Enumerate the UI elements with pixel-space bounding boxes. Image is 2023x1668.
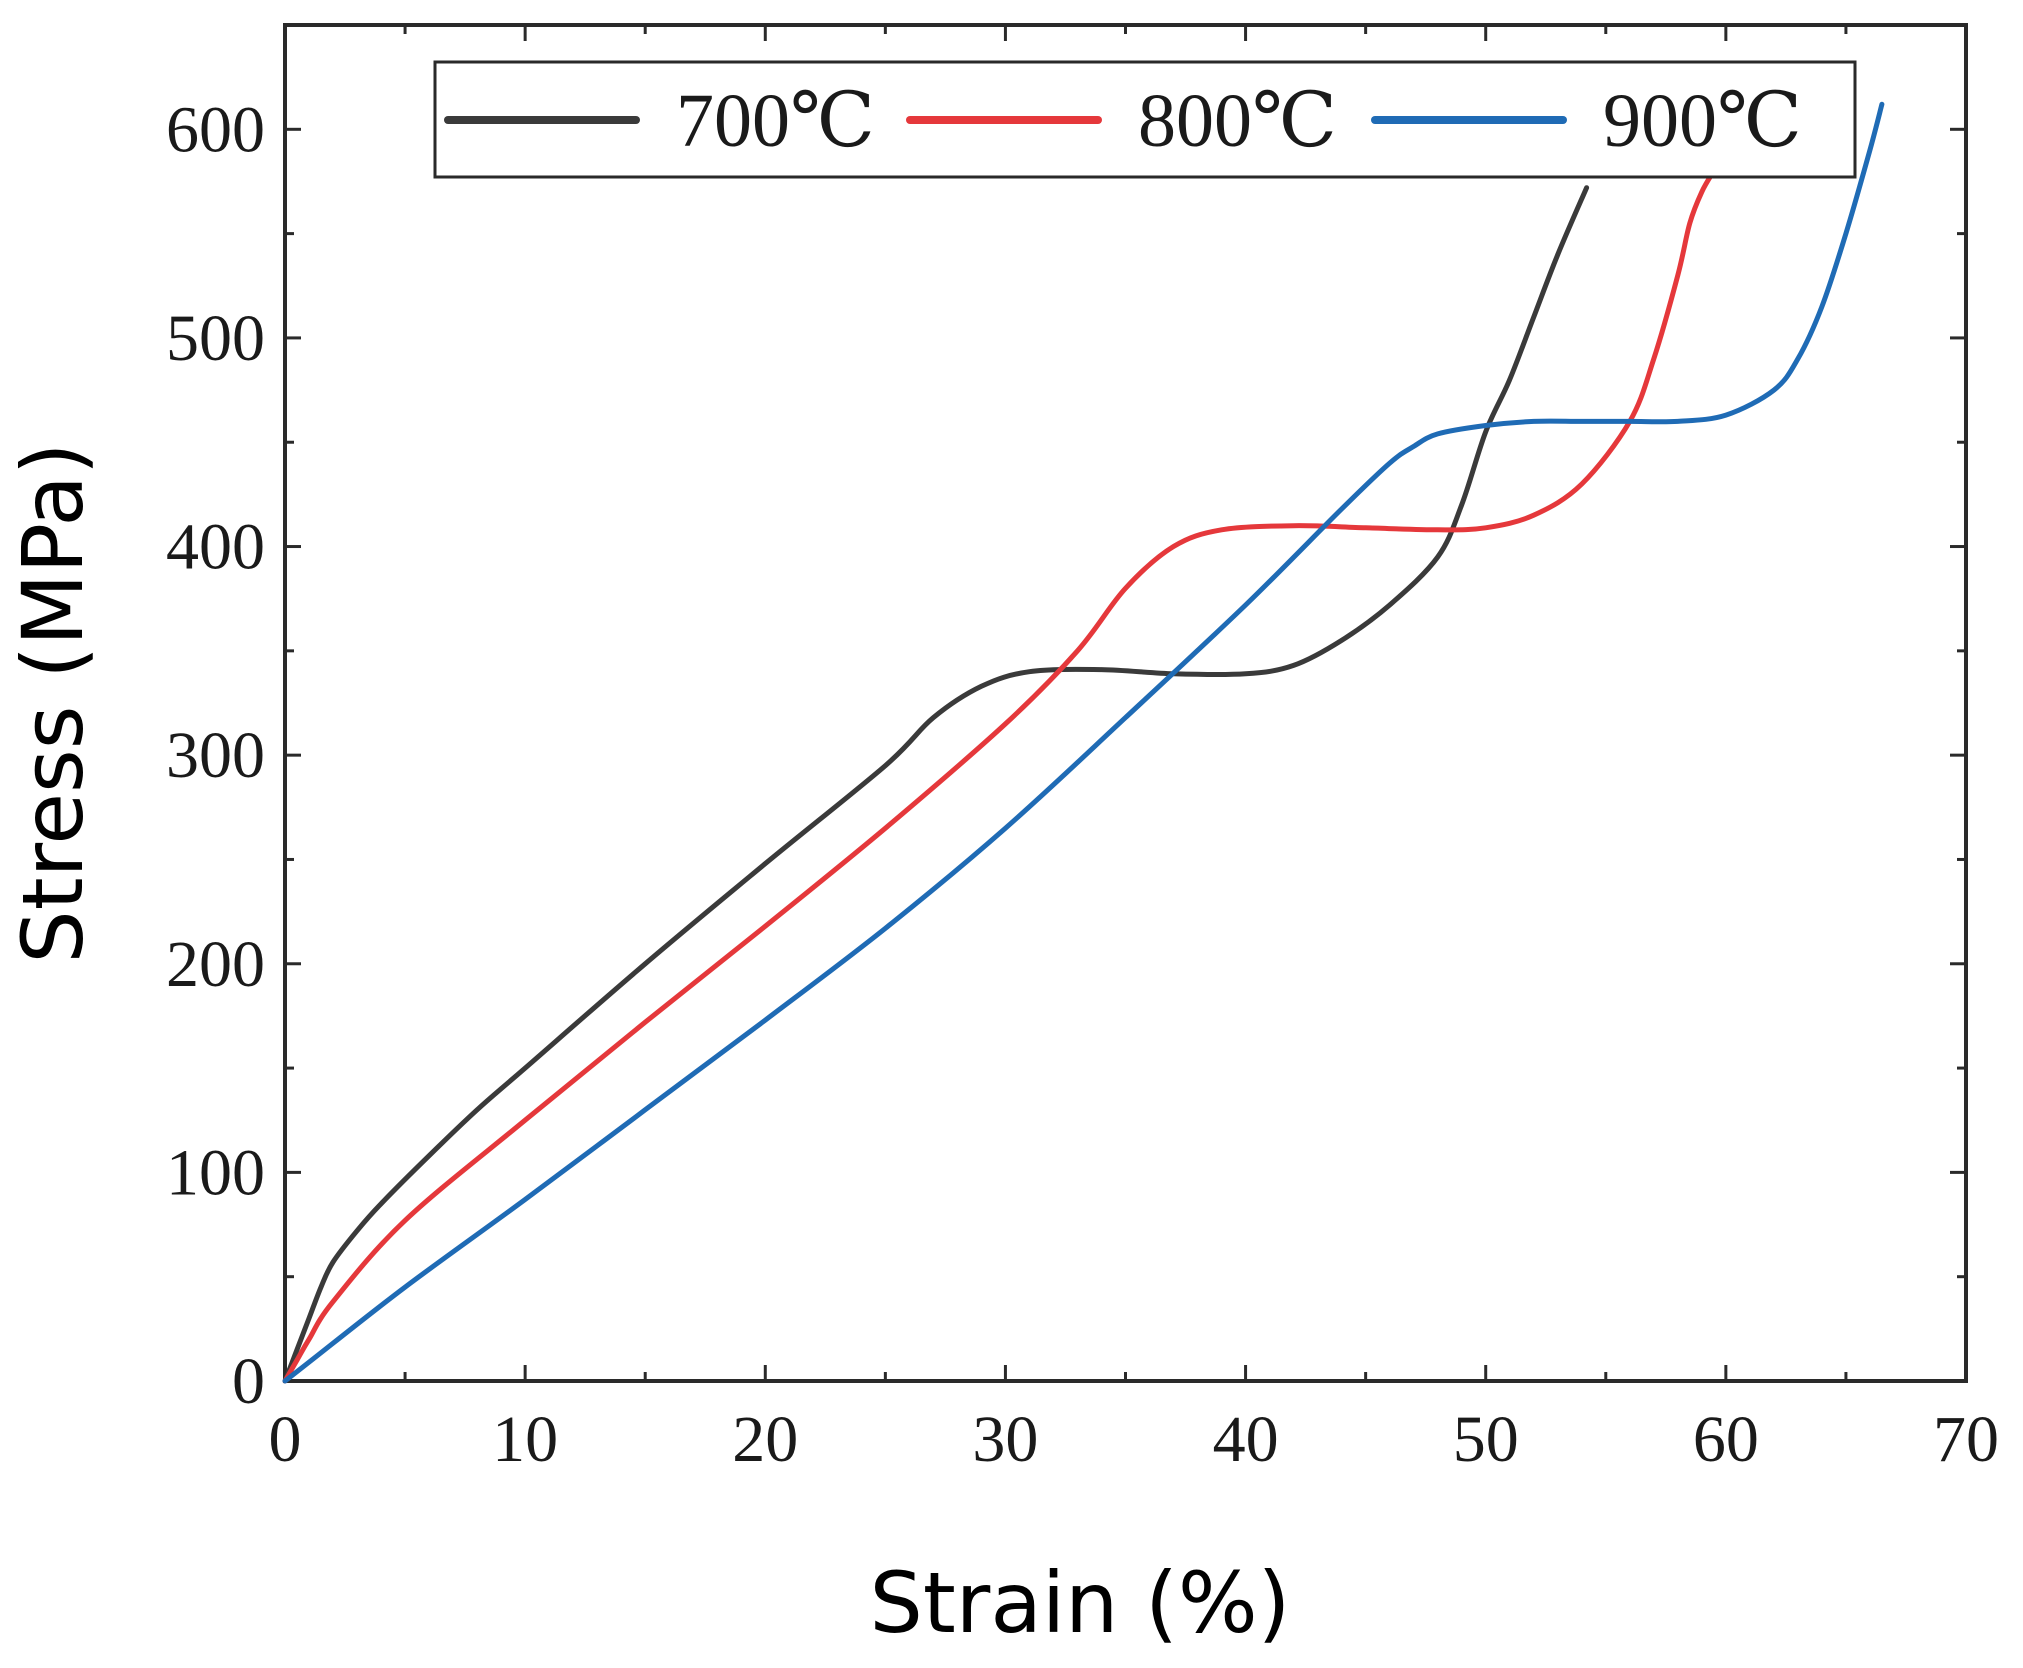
y-tick-label: 400 — [166, 511, 265, 584]
series-line-2 — [282, 168, 1717, 1384]
y-axis-title: Stress (MPa) — [4, 442, 102, 963]
x-axis: 0 10 20 30 40 50 60 70 — [269, 25, 1999, 1476]
series-layer — [282, 101, 1885, 1384]
x-tick-label: 10 — [492, 1403, 558, 1476]
x-axis-title: Strain (%) — [870, 1554, 1291, 1652]
x-tick-label: 40 — [1213, 1403, 1279, 1476]
x-tick-label: 70 — [1933, 1403, 1999, 1476]
plot-frame — [283, 23, 1968, 1383]
legend-label: 700℃ — [676, 79, 875, 163]
y-tick-label: 200 — [166, 928, 265, 1001]
legend-label: 800℃ — [1138, 79, 1337, 163]
y-tick-label: 600 — [166, 93, 265, 166]
x-tick-label: 30 — [972, 1403, 1038, 1476]
x-tick-label: 0 — [269, 1403, 302, 1476]
y-tick-label: 100 — [166, 1136, 265, 1209]
series-line-3 — [282, 101, 1885, 1384]
x-tick-label: 20 — [732, 1403, 798, 1476]
legend-label: 900℃ — [1603, 79, 1802, 163]
y-tick-label: 0 — [232, 1345, 265, 1418]
y-tick-label: 300 — [166, 719, 265, 792]
y-tick-label: 500 — [166, 302, 265, 375]
x-tick-label: 50 — [1453, 1403, 1519, 1476]
legend-box — [433, 60, 1857, 179]
y-axis: 0 100 200 300 400 500 600 — [166, 93, 1966, 1418]
x-tick-label: 60 — [1693, 1403, 1759, 1476]
series-line-1 — [282, 185, 1590, 1384]
legend: 700℃ 800℃ 900℃ — [433, 60, 1857, 179]
